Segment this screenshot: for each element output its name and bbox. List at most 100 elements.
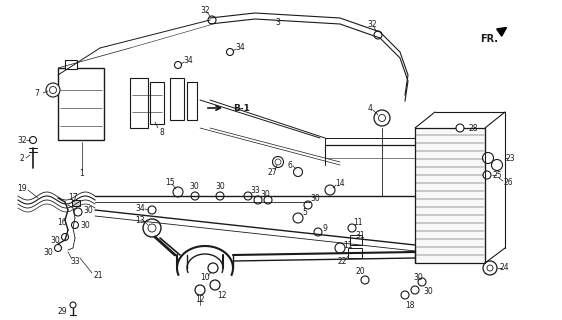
Circle shape (148, 224, 156, 232)
Text: 15: 15 (165, 178, 175, 187)
Bar (150, 82, 164, 124)
Bar (130, 78, 148, 128)
Circle shape (293, 167, 302, 177)
Text: B-1: B-1 (234, 103, 251, 113)
Circle shape (264, 196, 272, 204)
Text: 26: 26 (503, 178, 513, 187)
Text: 30: 30 (189, 181, 199, 190)
Bar (415, 128, 485, 263)
Circle shape (61, 234, 69, 241)
Circle shape (487, 265, 493, 271)
Circle shape (361, 276, 369, 284)
Bar (72, 200, 80, 206)
Text: 11: 11 (353, 218, 362, 227)
Text: 17: 17 (68, 193, 78, 202)
Text: 29: 29 (57, 308, 67, 316)
Text: 22: 22 (337, 258, 347, 267)
Text: 4: 4 (368, 103, 373, 113)
Text: 18: 18 (405, 300, 415, 309)
Text: 34: 34 (183, 55, 193, 65)
Circle shape (374, 110, 390, 126)
Text: 21: 21 (93, 270, 103, 279)
Circle shape (195, 285, 205, 295)
Text: 13: 13 (135, 215, 145, 225)
Text: 33: 33 (70, 258, 80, 267)
Text: 30: 30 (83, 205, 93, 214)
Circle shape (418, 278, 426, 286)
Circle shape (148, 206, 156, 214)
Circle shape (293, 213, 303, 223)
Circle shape (173, 187, 183, 197)
Text: 30: 30 (310, 194, 320, 203)
Circle shape (314, 228, 322, 236)
Circle shape (226, 49, 233, 55)
Text: 30: 30 (413, 274, 423, 283)
Text: 30: 30 (215, 181, 225, 190)
Circle shape (374, 31, 382, 39)
Text: 30: 30 (50, 236, 60, 244)
Text: 24: 24 (499, 263, 509, 273)
Circle shape (348, 224, 356, 232)
Text: 32: 32 (200, 5, 210, 14)
Circle shape (492, 159, 502, 171)
Circle shape (411, 286, 419, 294)
Circle shape (208, 16, 216, 24)
Circle shape (273, 156, 283, 167)
Circle shape (244, 192, 252, 200)
Bar (58, 68, 104, 140)
Text: 31: 31 (355, 230, 365, 239)
Text: 25: 25 (492, 171, 502, 180)
Text: 5: 5 (302, 207, 307, 217)
Circle shape (254, 196, 262, 204)
Text: 32: 32 (367, 20, 377, 28)
Circle shape (174, 61, 182, 68)
Circle shape (46, 83, 60, 97)
Circle shape (74, 208, 82, 216)
Bar (350, 235, 362, 245)
Circle shape (483, 171, 491, 179)
Circle shape (456, 124, 464, 132)
Circle shape (401, 291, 409, 299)
Text: 16: 16 (57, 218, 67, 227)
Circle shape (49, 86, 57, 93)
Text: 30: 30 (423, 287, 433, 297)
Text: 20: 20 (355, 268, 365, 276)
Text: FR.: FR. (481, 34, 498, 44)
Circle shape (70, 302, 76, 308)
Circle shape (191, 192, 199, 200)
Text: 12: 12 (195, 295, 205, 305)
Circle shape (335, 243, 345, 253)
Text: 34: 34 (135, 204, 145, 212)
Text: 12: 12 (217, 291, 226, 300)
Text: 30: 30 (80, 220, 90, 229)
Text: 8: 8 (160, 127, 164, 137)
Text: 34: 34 (235, 43, 245, 52)
Text: 14: 14 (335, 179, 345, 188)
Text: 33: 33 (250, 186, 260, 195)
Circle shape (29, 137, 37, 143)
Text: 30: 30 (260, 189, 270, 198)
Bar (187, 82, 197, 120)
Circle shape (55, 244, 61, 252)
Circle shape (210, 280, 220, 290)
Circle shape (304, 201, 312, 209)
Text: 1: 1 (80, 169, 84, 178)
Bar (65, 60, 77, 69)
Bar (348, 248, 362, 258)
Text: 3: 3 (275, 18, 280, 27)
Circle shape (143, 219, 161, 237)
Circle shape (216, 192, 224, 200)
Text: 9: 9 (323, 223, 328, 233)
Text: 28: 28 (468, 124, 478, 132)
Text: 30: 30 (43, 247, 53, 257)
Circle shape (325, 185, 335, 195)
Bar (170, 78, 184, 120)
Text: 11: 11 (343, 241, 353, 250)
Text: 7: 7 (34, 89, 39, 98)
Text: 19: 19 (17, 183, 27, 193)
Text: 2: 2 (20, 154, 24, 163)
Text: 10: 10 (200, 274, 210, 283)
Circle shape (71, 221, 79, 228)
Text: 6: 6 (288, 161, 292, 170)
Circle shape (483, 261, 497, 275)
